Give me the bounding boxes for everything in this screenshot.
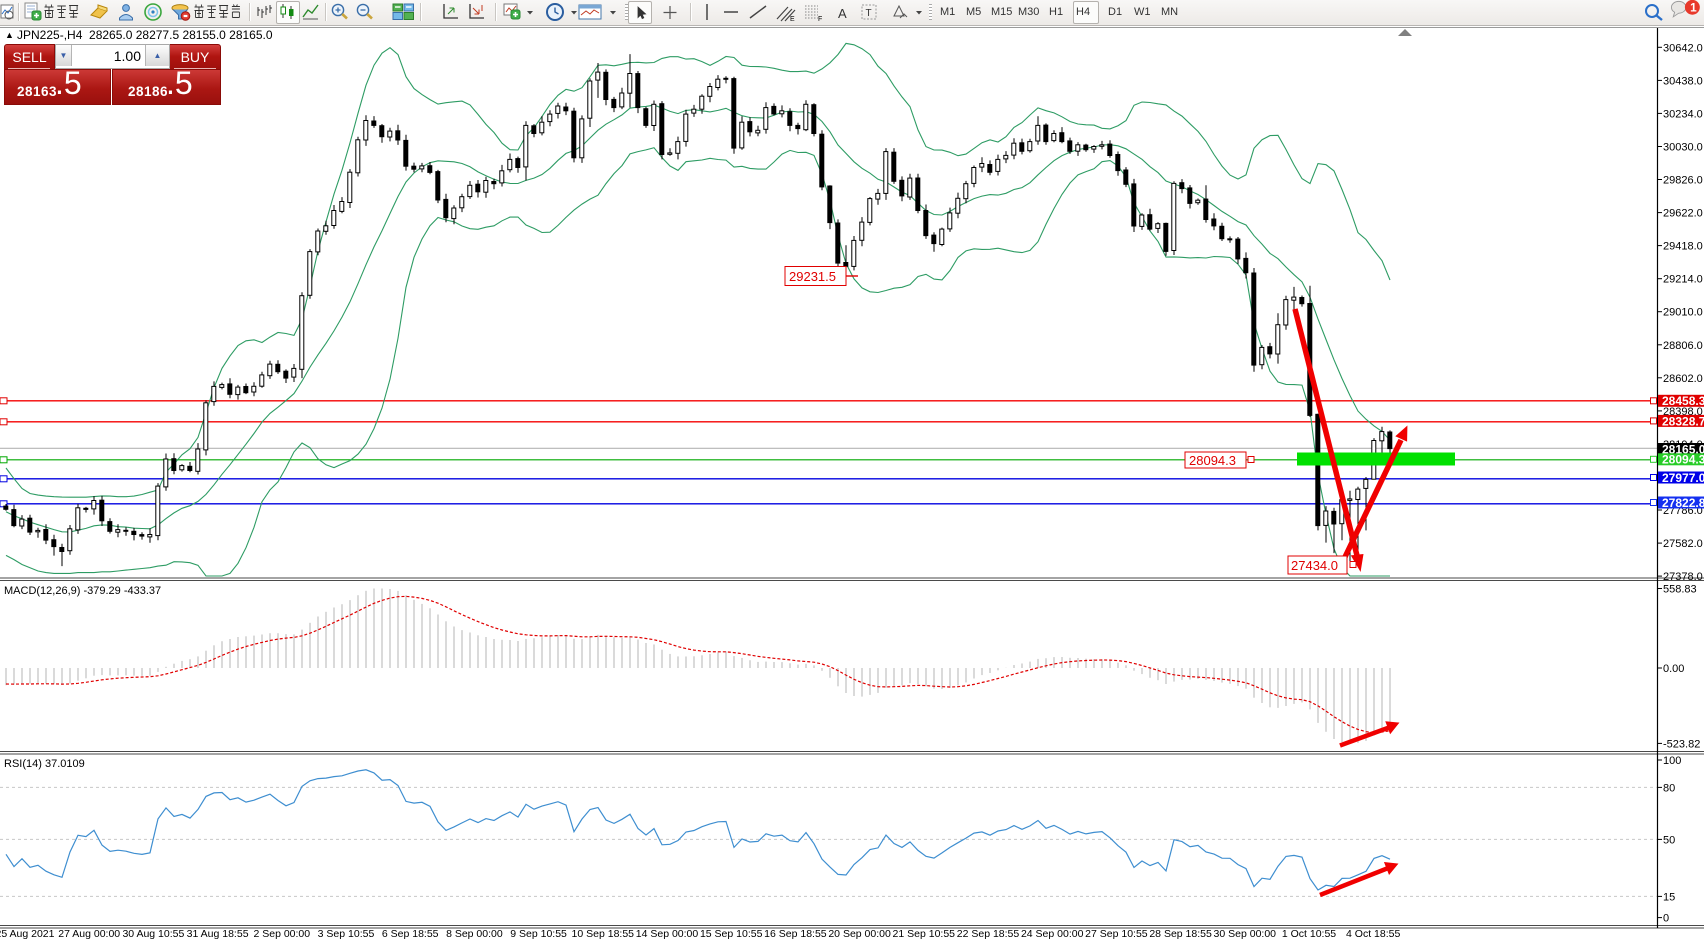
svg-text:28806.0: 28806.0 [1663, 340, 1703, 352]
svg-text:29231.5: 29231.5 [789, 269, 836, 284]
svg-text:29214.0: 29214.0 [1663, 274, 1703, 286]
svg-text:27 Sep 10:55: 27 Sep 10:55 [1085, 928, 1148, 939]
svg-text:25 Aug 2021: 25 Aug 2021 [0, 928, 55, 939]
svg-text:29826.0: 29826.0 [1663, 175, 1703, 187]
svg-text:▲: ▲ [5, 30, 14, 40]
svg-text:24 Sep 00:00: 24 Sep 00:00 [1021, 928, 1084, 939]
svg-text:558.83: 558.83 [1663, 584, 1697, 596]
svg-text:3 Sep 10:55: 3 Sep 10:55 [318, 928, 375, 939]
svg-text:27434.0: 27434.0 [1291, 558, 1338, 573]
svg-text:F: F [818, 16, 822, 22]
svg-text:15: 15 [1663, 891, 1675, 903]
svg-text:E: E [790, 16, 795, 22]
svg-text:1 Oct 10:55: 1 Oct 10:55 [1282, 928, 1336, 939]
svg-text:30234.0: 30234.0 [1663, 108, 1703, 120]
svg-text:28094.3: 28094.3 [1662, 453, 1704, 467]
svg-text:30438.0: 30438.0 [1663, 75, 1703, 87]
svg-text:50: 50 [1663, 834, 1675, 846]
svg-text:29418.0: 29418.0 [1663, 241, 1703, 253]
svg-text:30030.0: 30030.0 [1663, 142, 1703, 154]
svg-text:28458.3: 28458.3 [1662, 394, 1704, 408]
svg-text:28094.3: 28094.3 [1189, 453, 1236, 468]
svg-text:27822.8: 27822.8 [1662, 496, 1704, 510]
svg-text:30642.0: 30642.0 [1663, 42, 1703, 54]
svg-text:4 Oct 18:55: 4 Oct 18:55 [1346, 928, 1400, 939]
svg-text:80: 80 [1663, 782, 1675, 794]
svg-text:MACD(12,26,9) -379.29 -433.37: MACD(12,26,9) -379.29 -433.37 [4, 585, 161, 597]
svg-text:28 Sep 18:55: 28 Sep 18:55 [1149, 928, 1212, 939]
svg-text:27977.0: 27977.0 [1662, 471, 1704, 485]
svg-text:0: 0 [1663, 913, 1669, 925]
svg-text:1: 1 [1690, 0, 1697, 14]
svg-text:21 Sep 10:55: 21 Sep 10:55 [893, 928, 956, 939]
svg-text:6 Sep 18:55: 6 Sep 18:55 [382, 928, 439, 939]
svg-text:16 Sep 18:55: 16 Sep 18:55 [764, 928, 827, 939]
svg-text:14 Sep 00:00: 14 Sep 00:00 [636, 928, 699, 939]
svg-text:10 Sep 18:55: 10 Sep 18:55 [572, 928, 635, 939]
svg-text:28602.0: 28602.0 [1663, 373, 1703, 385]
svg-text:29010.0: 29010.0 [1663, 307, 1703, 319]
svg-text:29622.0: 29622.0 [1663, 208, 1703, 220]
svg-text:JPN225-,H4 28265.0 28277.5 28: JPN225-,H4 28265.0 28277.5 28155.0 28165… [17, 28, 273, 42]
svg-text:31 Aug 18:55: 31 Aug 18:55 [187, 928, 249, 939]
svg-text:28328.7: 28328.7 [1662, 414, 1704, 428]
svg-text:RSI(14) 37.0109: RSI(14) 37.0109 [4, 758, 85, 770]
svg-text:30 Aug 10:55: 30 Aug 10:55 [122, 928, 184, 939]
svg-text:27582.0: 27582.0 [1663, 538, 1703, 550]
svg-text:T: T [866, 8, 872, 19]
svg-text:28165.0: 28165.0 [1662, 442, 1704, 456]
svg-text:-523.82: -523.82 [1663, 738, 1700, 750]
svg-text:2 Sep 00:00: 2 Sep 00:00 [253, 928, 310, 939]
svg-text:20 Sep 00:00: 20 Sep 00:00 [828, 928, 891, 939]
svg-text:27378.0: 27378.0 [1663, 571, 1703, 583]
svg-text:100: 100 [1663, 755, 1681, 767]
svg-text:30 Sep 00:00: 30 Sep 00:00 [1214, 928, 1277, 939]
svg-text:9 Sep 10:55: 9 Sep 10:55 [510, 928, 567, 939]
svg-text:8 Sep 00:00: 8 Sep 00:00 [446, 928, 503, 939]
svg-text:22 Sep 18:55: 22 Sep 18:55 [957, 928, 1020, 939]
svg-text:27 Aug 00:00: 27 Aug 00:00 [58, 928, 120, 939]
svg-text:0.00: 0.00 [1663, 663, 1684, 675]
svg-text:15 Sep 10:55: 15 Sep 10:55 [700, 928, 763, 939]
